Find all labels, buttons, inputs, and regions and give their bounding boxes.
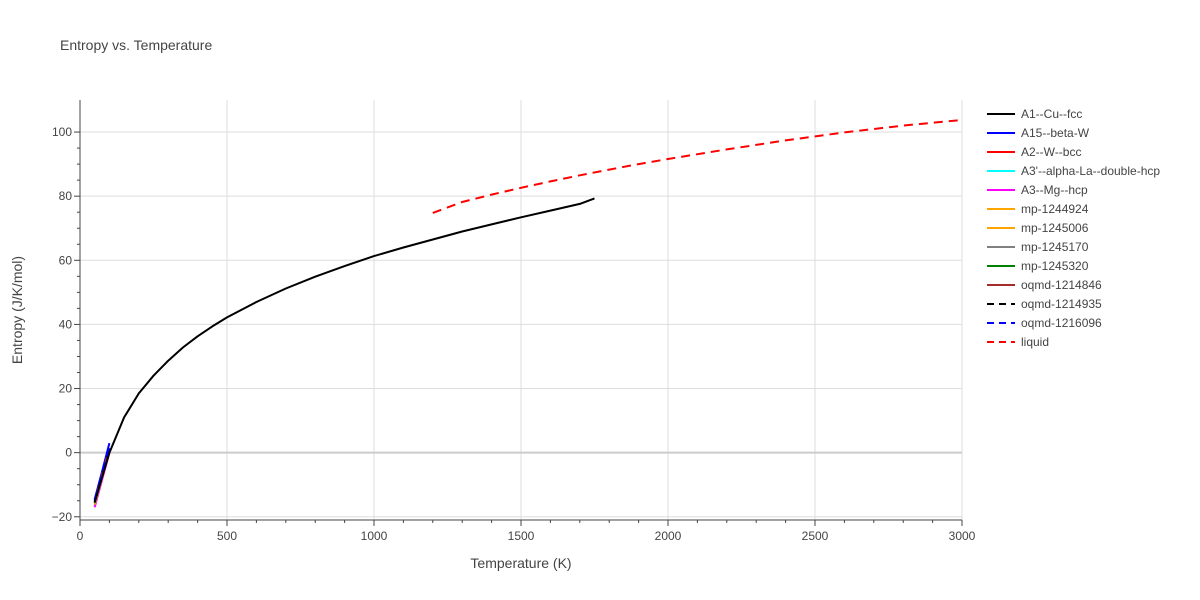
legend-label: oqmd-1214935 [1021, 297, 1102, 311]
axes: 0 500 1000 1500 2000 2500 3000 −20 0 20 40 60 80 100 [52, 100, 976, 543]
series-line-a1-cu-fcc [93, 197, 595, 503]
series-line-liquid [432, 118, 963, 214]
legend-item[interactable]: A3'--alpha-La--double-hcp [987, 164, 1160, 178]
legend-label: mp-1245170 [1021, 240, 1089, 254]
chart-title: Entropy vs. Temperature [60, 37, 212, 53]
legend-item[interactable]: mp-1245170 [987, 240, 1089, 254]
legend-label: mp-1245006 [1021, 221, 1089, 235]
legend-item[interactable]: A3--Mg--hcp [987, 183, 1088, 197]
y-tick-label: 100 [52, 125, 72, 139]
legend-item[interactable]: A15--beta-W [987, 126, 1090, 140]
legend-label: A15--beta-W [1021, 126, 1090, 140]
x-tick-label: 500 [217, 529, 237, 543]
legend-item[interactable]: A2--W--bcc [987, 145, 1081, 159]
legend-label: oqmd-1216096 [1021, 316, 1102, 330]
x-tick-label: 1500 [508, 529, 535, 543]
legend-item[interactable]: mp-1245006 [987, 221, 1089, 235]
legend: A1--Cu--fcc A15--beta-W A2--W--bcc A3'--alp… [987, 107, 1160, 349]
x-tick-label: 3000 [949, 529, 976, 543]
y-tick-label: 20 [59, 382, 73, 396]
x-tick-label: 2500 [802, 529, 829, 543]
x-tick-label: 2000 [655, 529, 682, 543]
y-tick-label: 80 [59, 189, 73, 203]
legend-label: mp-1245320 [1021, 259, 1089, 273]
gridlines [80, 100, 963, 520]
legend-label: A3--Mg--hcp [1021, 183, 1088, 197]
legend-item[interactable]: liquid [987, 335, 1049, 349]
legend-label: mp-1244924 [1021, 202, 1089, 216]
series-line-oqmd-1216096 [93, 446, 111, 501]
series-layer [93, 118, 963, 508]
legend-item[interactable]: oqmd-1214846 [987, 278, 1102, 292]
legend-item[interactable]: oqmd-1214935 [987, 297, 1102, 311]
legend-label: A3'--alpha-La--double-hcp [1021, 164, 1160, 178]
legend-item[interactable]: oqmd-1216096 [987, 316, 1102, 330]
x-axis-title: Temperature (K) [470, 555, 571, 571]
legend-label: liquid [1021, 335, 1049, 349]
legend-label: A2--W--bcc [1021, 145, 1081, 159]
legend-item[interactable]: A1--Cu--fcc [987, 107, 1082, 121]
y-axis-title: Entropy (J/K/mol) [9, 256, 25, 364]
legend-item[interactable]: mp-1245320 [987, 259, 1089, 273]
y-tick-label: 0 [65, 446, 72, 460]
x-tick-label: 1000 [361, 529, 388, 543]
y-tick-label: −20 [52, 510, 73, 524]
legend-item[interactable]: mp-1244924 [987, 202, 1089, 216]
x-tick-label: 0 [77, 529, 84, 543]
y-tick-label: 60 [59, 253, 73, 267]
y-tick-label: 40 [59, 317, 73, 331]
legend-label: A1--Cu--fcc [1021, 107, 1082, 121]
legend-label: oqmd-1214846 [1021, 278, 1102, 292]
